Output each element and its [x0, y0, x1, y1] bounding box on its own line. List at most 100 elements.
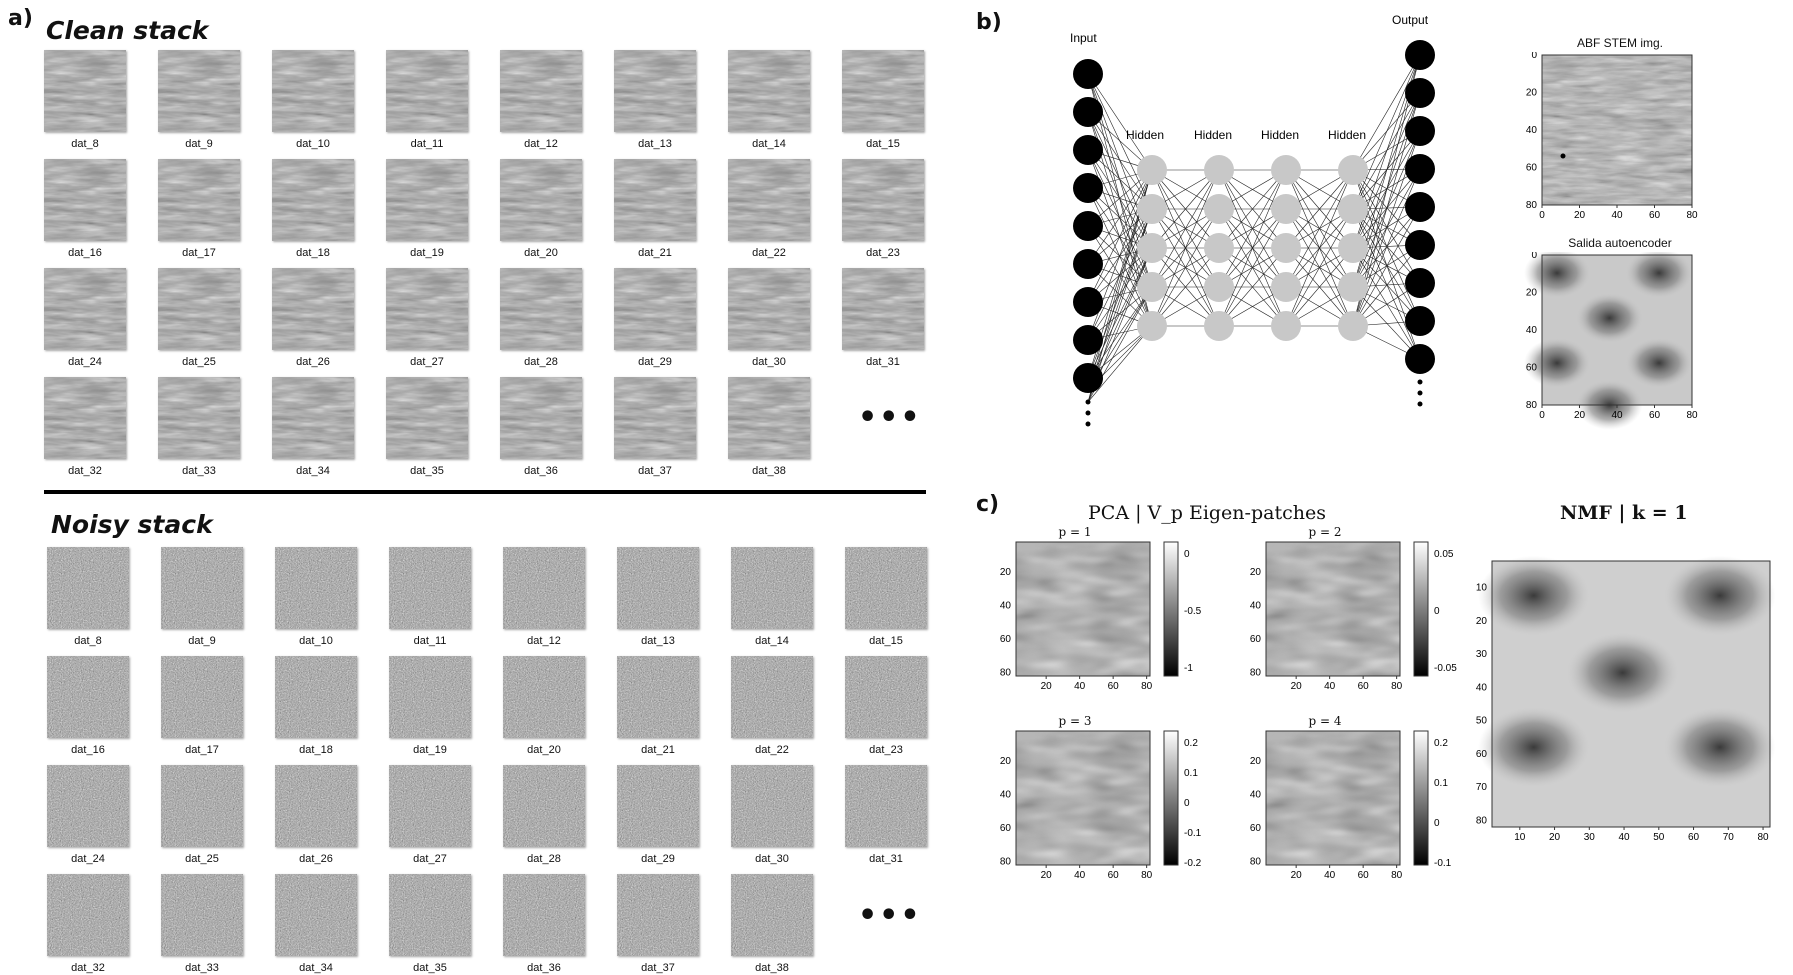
clean-stack-tile: dat_36	[500, 377, 582, 477]
nmf-y-tick: 60	[1476, 749, 1488, 760]
nmf-x-tick: 40	[1618, 832, 1630, 843]
pca-plot-title: p = 2	[1308, 525, 1342, 539]
noisy-stack-tile: dat_10	[275, 547, 357, 647]
noisy-stack-tile-label: dat_31	[869, 853, 903, 865]
hidden-node	[1204, 194, 1234, 224]
pca-x-tick: 60	[1358, 681, 1370, 692]
clean-stack-tile-label: dat_35	[410, 465, 444, 477]
pca-plot-3: p = 3 20 40 60 80 20 40 60 80 0.2 0.1 0 -0.1 -0.2	[990, 714, 1220, 894]
clean-stack-tile-label: dat_37	[638, 465, 672, 477]
noisy-stack-tile-label: dat_12	[527, 635, 561, 647]
hidden-node	[1338, 272, 1368, 302]
nmf-x-tick: 70	[1723, 832, 1735, 843]
hidden-node	[1271, 155, 1301, 185]
output-node	[1405, 306, 1435, 336]
pca-colorbar-tick: -0.5	[1184, 606, 1202, 617]
clean-stack-tile: dat_30	[728, 268, 810, 368]
noisy-stack-tile-label: dat_36	[527, 962, 561, 974]
clean-stack-tile-label: dat_33	[182, 465, 216, 477]
dark-blob	[1664, 555, 1776, 636]
noisy-stack-tile: dat_29	[617, 765, 699, 865]
dark-blob	[1664, 707, 1776, 788]
clean-stack-tile: dat_8	[44, 50, 126, 150]
input-node	[1073, 325, 1103, 355]
pca-title: PCA | V_p Eigen-patches	[1088, 502, 1326, 524]
noisy-stack-tile-label: dat_20	[527, 744, 561, 756]
noisy-stack-tile-label: dat_18	[299, 744, 333, 756]
pca-colorbar-tick: -0.1	[1434, 858, 1452, 869]
dark-blob	[1567, 632, 1679, 713]
clean-stack-tile-image	[386, 377, 468, 459]
pca-y-tick: 60	[1250, 823, 1262, 834]
output-more-dot	[1417, 379, 1423, 385]
nmf-plot: 10 20 30 40 50 60 70 80 10 20 30 40 50 60 70 80	[1476, 555, 1776, 843]
clean-stack-tile: dat_34	[272, 377, 354, 477]
clean-stack-tile-label: dat_23	[866, 247, 900, 259]
output-label: Output	[1392, 13, 1429, 27]
panel-a-label: a)	[8, 6, 33, 31]
pca-colorbar	[1413, 730, 1429, 866]
noisy-stack-tile-label: dat_13	[641, 635, 675, 647]
clean-stack-tile-label: dat_16	[68, 247, 102, 259]
clean-stack-tile-image	[614, 377, 696, 459]
noisy-stack-tile: dat_17	[161, 656, 243, 756]
noisy-stack-tile-image	[161, 765, 243, 847]
pca-colorbar-tick: 0	[1184, 798, 1190, 809]
noisy-stack-tile-label: dat_35	[413, 962, 447, 974]
autoencoder-y-tick: 60	[1526, 363, 1538, 374]
pca-plot-2: p = 2 20 40 60 80 20 40 60 80 0.05 0 -0.05	[1240, 525, 1470, 705]
noisy-stack-tile-image	[845, 656, 927, 738]
autoencoder-diagram: Input Output Hidden Hidden Hidden Hidden	[1070, 13, 1435, 427]
noisy-stack-tile: dat_34	[275, 874, 357, 974]
pca-y-tick: 80	[1250, 668, 1262, 679]
noisy-stack-tile-image	[845, 765, 927, 847]
noisy-stack-tile-image	[503, 765, 585, 847]
input-node	[1073, 363, 1103, 393]
noisy-stack-tile-image	[389, 656, 471, 738]
noisy-stack-tile-label: dat_8	[74, 635, 102, 647]
autoencoder-x-tick: 0	[1539, 410, 1545, 421]
noisy-stack-tile-label: dat_21	[641, 744, 675, 756]
nmf-y-tick: 20	[1476, 616, 1488, 627]
clean-stack-tile-image	[272, 50, 354, 132]
abf-x-tick: 60	[1649, 210, 1661, 221]
clean-stack-tile-label: dat_13	[638, 138, 672, 150]
noisy-stack-tile: dat_25	[161, 765, 243, 865]
clean-stack-tile: dat_26	[272, 268, 354, 368]
clean-stack-tile-image	[158, 268, 240, 350]
pca-colorbar-tick: 0.1	[1184, 768, 1198, 779]
noisy-stack-tile: dat_19	[389, 656, 471, 756]
autoencoder-x-tick: 80	[1686, 410, 1698, 421]
clean-stack-tile-image	[44, 377, 126, 459]
input-node	[1073, 249, 1103, 279]
input-node	[1073, 173, 1103, 203]
clean-stack-tile-image	[500, 50, 582, 132]
pca-colorbar-tick: 0.2	[1434, 738, 1448, 749]
noisy-stack-tile: dat_24	[47, 765, 129, 865]
noisy-stack-tile-label: dat_14	[755, 635, 789, 647]
noisy-stack-tile: dat_20	[503, 656, 585, 756]
clean-stack-tile: dat_16	[44, 159, 126, 259]
clean-stack-tile-label: dat_28	[524, 356, 558, 368]
clean-stack-tile: dat_23	[842, 159, 924, 259]
clean-stack-tile: dat_29	[614, 268, 696, 368]
pca-colorbar-tick: -0.1	[1184, 828, 1202, 839]
clean-stack-tile-label: dat_36	[524, 465, 558, 477]
noisy-stack-tile: dat_38	[731, 874, 813, 974]
clean-stack-tile-label: dat_34	[296, 465, 330, 477]
clean-stack-tile-label: dat_25	[182, 356, 216, 368]
clean-stack-tile: dat_13	[614, 50, 696, 150]
clean-stack-tile-label: dat_21	[638, 247, 672, 259]
pca-y-tick: 40	[1250, 601, 1262, 612]
noisy-stack-tile-label: dat_28	[527, 853, 561, 865]
noisy-stack-tile-label: dat_11	[413, 635, 447, 647]
clean-stack-tile-image	[614, 50, 696, 132]
hidden-node	[1338, 311, 1368, 341]
noisy-stack-tile: dat_27	[389, 765, 471, 865]
dark-blob	[1626, 252, 1692, 298]
clean-stack-tile-image	[158, 50, 240, 132]
noisy-stack-tile-image	[617, 765, 699, 847]
clean-stack-tile-label: dat_29	[638, 356, 672, 368]
clean-stack-tile-image	[842, 159, 924, 241]
